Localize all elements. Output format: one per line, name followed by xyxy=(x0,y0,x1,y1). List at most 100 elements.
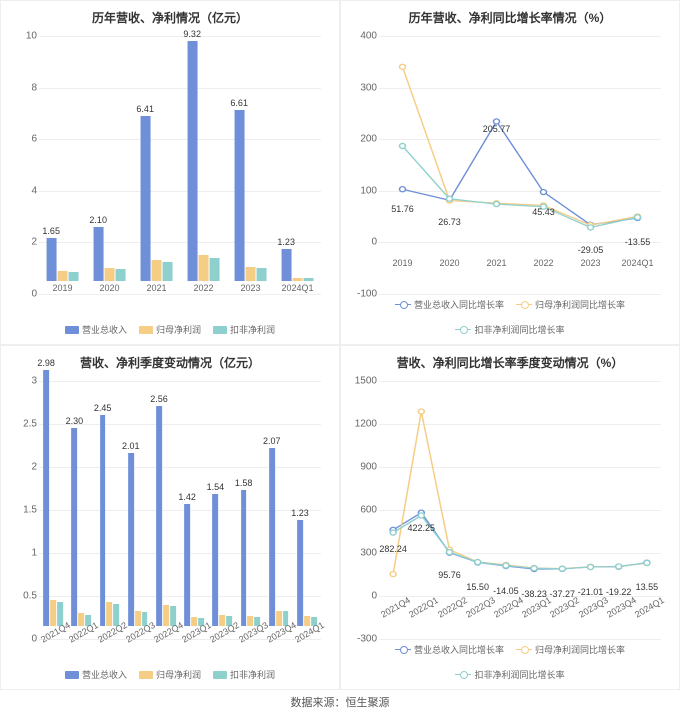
bar: 6.41 xyxy=(140,116,150,281)
legend: 营业总收入 归母净利润扣非净利润 xyxy=(11,668,329,681)
x-tick-label: 2020 xyxy=(99,283,119,293)
legend-swatch xyxy=(455,329,471,330)
legend: 营业总收入同比增长率归母净利润同比增长率扣非净利润同比增长率 xyxy=(351,298,669,336)
legend-label: 扣非净利润同比增长率 xyxy=(474,323,564,336)
legend-item: 归母净利润同比增长率 xyxy=(516,643,625,656)
bar-value-label: 2.01 xyxy=(122,441,140,451)
bar-value-label: 6.41 xyxy=(136,104,154,114)
legend-item: 归母净利润同比增长率 xyxy=(516,298,625,311)
bar: 2.98 xyxy=(43,370,49,626)
legend: 营业总收入同比增长率归母净利润同比增长率扣非净利润同比增长率 xyxy=(351,643,669,681)
point-label: -14.05 xyxy=(493,586,519,596)
bar xyxy=(69,272,79,281)
legend-swatch xyxy=(139,326,153,334)
legend-label: 营业总收入 xyxy=(82,668,127,681)
chart-area: -300030060090012001500282.24422.2595.761… xyxy=(351,377,669,641)
y-tick-label: -300 xyxy=(351,634,377,645)
bar: 2.07 xyxy=(269,448,275,626)
bar xyxy=(304,278,314,281)
bar-value-label: 1.54 xyxy=(207,482,225,492)
legend-item: 扣非净利润同比增长率 xyxy=(455,668,564,681)
bar-value-label: 2.45 xyxy=(94,403,112,413)
bar-group: 2.01 xyxy=(128,453,148,626)
legend-label: 营业总收入同比增长率 xyxy=(414,298,504,311)
legend-item: 扣非净利润同比增长率 xyxy=(455,323,564,336)
legend-item: 营业总收入 xyxy=(65,323,127,336)
bar-group: 2.45 xyxy=(100,415,120,626)
legend: 营业总收入归母净利润 扣非净利润 xyxy=(11,323,329,336)
x-axis-labels: 201920202021202220232024Q1 xyxy=(39,283,321,299)
point-label: 205.77 xyxy=(483,124,511,134)
legend-swatch xyxy=(213,326,227,334)
y-tick-label: 100 xyxy=(351,185,377,196)
bar: 2.56 xyxy=(156,406,162,626)
bar xyxy=(163,605,169,627)
legend-item: 扣非净利润 xyxy=(213,668,275,681)
bar-value-label: 2.56 xyxy=(150,394,168,404)
y-tick-label: 200 xyxy=(351,134,377,145)
bar xyxy=(151,260,161,281)
x-tick-label: 2019 xyxy=(392,258,412,268)
bar xyxy=(50,600,56,626)
legend-label: 营业总收入 xyxy=(82,323,127,336)
bar: 1.23 xyxy=(281,249,291,281)
legend-swatch xyxy=(65,326,79,334)
y-tick-label: 1500 xyxy=(351,376,377,387)
bar-value-label: 2.10 xyxy=(89,215,107,225)
bar xyxy=(276,611,282,626)
panel-top-right: 历年营收、净利同比增长率情况（%） -100010020030040051.76… xyxy=(340,0,680,345)
y-tick-label: 1.5 xyxy=(11,505,37,516)
point-label: -19.22 xyxy=(606,587,632,597)
bar-group: 6.61 xyxy=(234,110,267,281)
bar xyxy=(304,616,310,626)
point-label: 13.55 xyxy=(636,582,659,592)
legend-item: 归母净利润 xyxy=(139,323,201,336)
point-label: 51.76 xyxy=(391,204,414,214)
bar: 2.30 xyxy=(71,428,77,626)
bar-group: 2.98 xyxy=(43,370,63,626)
y-tick-label: 2 xyxy=(11,237,37,248)
point-label: -13.55 xyxy=(625,237,651,247)
bar xyxy=(78,613,84,626)
bar-value-label: 2.98 xyxy=(37,358,55,368)
bar-value-label: 6.61 xyxy=(230,98,248,108)
legend-swatch xyxy=(139,671,153,679)
y-tick-label: 0 xyxy=(11,289,37,300)
x-tick-label: 2021 xyxy=(486,258,506,268)
y-tick-label: 900 xyxy=(351,462,377,473)
bar-group: 1.23 xyxy=(281,249,314,281)
bar: 6.61 xyxy=(234,110,244,281)
bar-value-label: 2.07 xyxy=(263,436,281,446)
bar-group: 9.32 xyxy=(187,41,220,281)
y-tick-label: 10 xyxy=(11,31,37,42)
chart-title: 历年营收、净利同比增长率情况（%） xyxy=(351,9,669,26)
panel-bottom-right: 营收、净利同比增长率季度变动情况（%） -3000300600900120015… xyxy=(340,345,680,690)
chart-grid: 历年营收、净利情况（亿元） 02468101.652.106.419.326.6… xyxy=(0,0,680,690)
bar xyxy=(107,602,113,626)
bar xyxy=(163,262,173,281)
bar-group: 1.58 xyxy=(241,490,261,626)
x-tick-label: 2022 xyxy=(533,258,553,268)
point-label: -21.01 xyxy=(578,587,604,597)
legend-item: 扣非净利润 xyxy=(213,323,275,336)
x-tick-label: 2023 xyxy=(240,283,260,293)
legend-label: 归母净利润 xyxy=(156,668,201,681)
x-tick-label: 2020 xyxy=(439,258,459,268)
y-tick-label: 4 xyxy=(11,185,37,196)
y-tick-label: 400 xyxy=(351,31,377,42)
data-source: 数据来源：恒生聚源 xyxy=(0,690,680,710)
legend-label: 扣非净利润 xyxy=(230,323,275,336)
x-tick-label: 2024Q1 xyxy=(281,283,313,293)
bar: 1.54 xyxy=(212,494,218,626)
y-tick-label: 0 xyxy=(351,591,377,602)
x-axis-labels: 2021Q42022Q12022Q22022Q32022Q42023Q12023… xyxy=(379,603,661,619)
y-tick-label: 8 xyxy=(11,82,37,93)
bar xyxy=(191,617,197,626)
bar xyxy=(135,611,141,626)
x-axis-labels: 2021Q42022Q12022Q22022Q32022Q42023Q12023… xyxy=(39,628,321,644)
y-tick-label: 300 xyxy=(351,82,377,93)
plot: -300030060090012001500282.24422.2595.761… xyxy=(379,381,661,601)
chart-title: 营收、净利同比增长率季度变动情况（%） xyxy=(351,354,669,371)
panel-top-left: 历年营收、净利情况（亿元） 02468101.652.106.419.326.6… xyxy=(0,0,340,345)
legend-item: 营业总收入同比增长率 xyxy=(395,643,504,656)
